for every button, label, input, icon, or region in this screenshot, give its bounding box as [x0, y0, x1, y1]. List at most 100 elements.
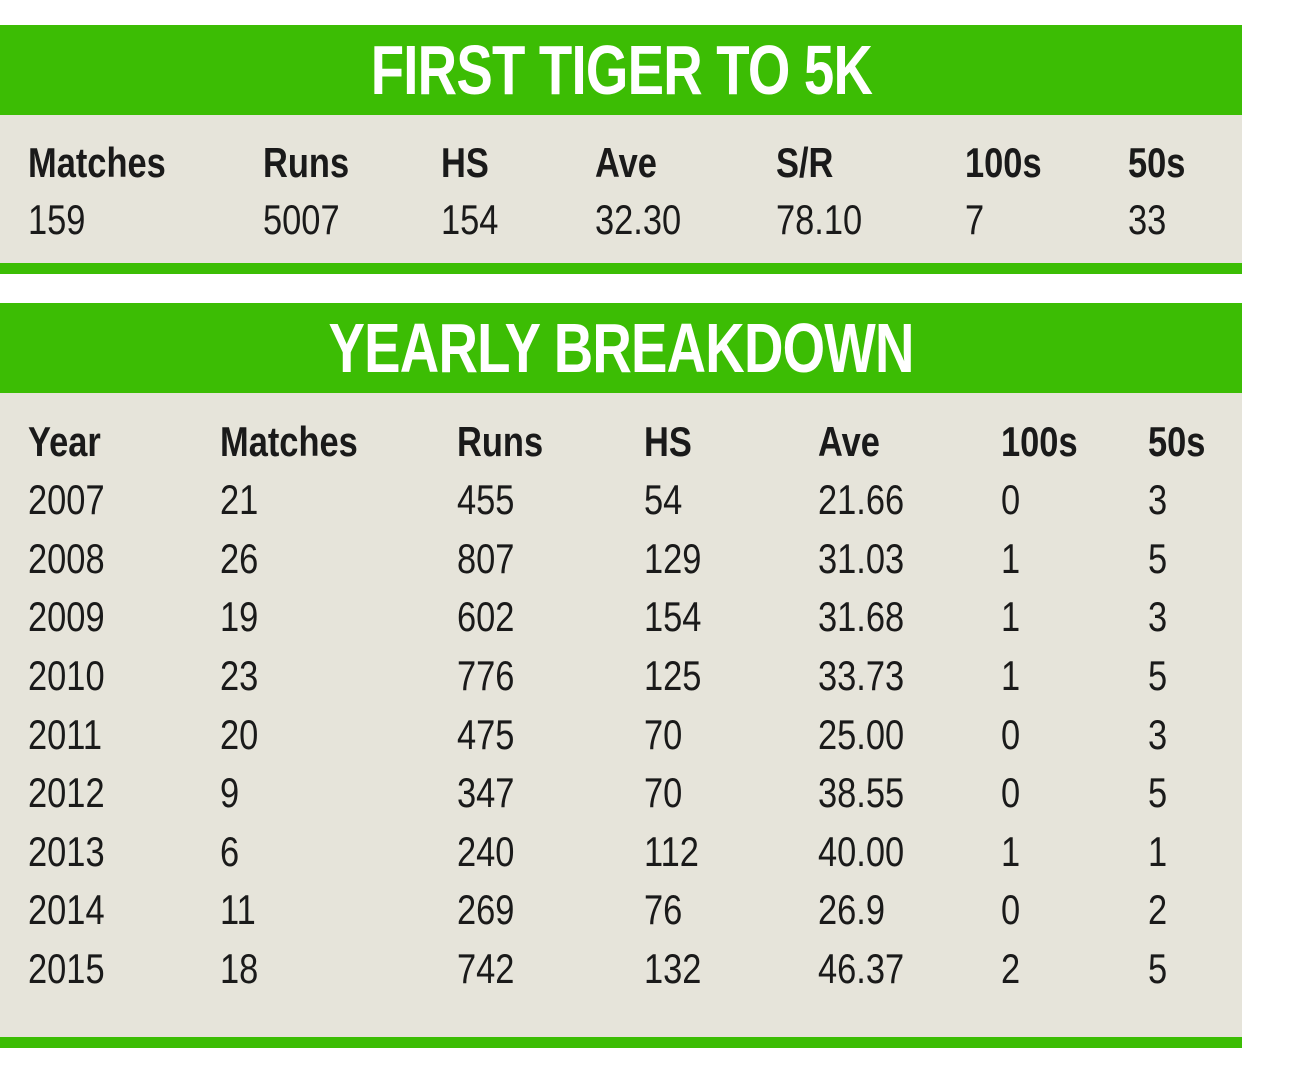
table-cell: 46.37	[818, 945, 905, 993]
table-row: 2009 19 602 154 31.68 1 3	[28, 588, 1228, 647]
table-cell: 269	[457, 886, 515, 934]
table-cell: 455	[457, 476, 515, 524]
table-cell: 347	[457, 769, 515, 817]
value-cell: 32.30	[595, 196, 682, 243]
table-row: 2011 20 475 70 25.00 0 3	[28, 705, 1228, 764]
table-row: 2015 18 742 132 46.37 2 5	[28, 940, 1228, 999]
table-cell: 2013	[28, 827, 105, 875]
yearly-bottom-rule	[0, 1037, 1242, 1048]
yearly-stats-table: Year Matches Runs HS Ave 100s 50s 2007 2…	[28, 413, 1228, 998]
table-cell: 20	[220, 710, 259, 758]
table-cell: 26	[220, 534, 259, 582]
table-cell: 76	[644, 886, 683, 934]
header-cell: Runs	[457, 418, 544, 465]
table-cell: 31.68	[818, 593, 905, 641]
header-cell: 50s	[1128, 139, 1186, 186]
table-cell: 2011	[28, 710, 103, 758]
table-cell: 23	[220, 652, 259, 700]
table-cell: 2007	[28, 476, 105, 524]
table-cell: 776	[457, 652, 515, 700]
table-cell: 742	[457, 945, 515, 993]
value-cell: 7	[965, 196, 985, 243]
table-cell: 2015	[28, 945, 105, 993]
yearly-breakdown-panel: YEARLY BREAKDOWN Year Matches Runs HS Av…	[0, 303, 1242, 1048]
table-row: 2008 26 807 129 31.03 1 5	[28, 530, 1228, 589]
table-row: 2014 11 269 76 26.9 0 2	[28, 881, 1228, 940]
table-cell: 5	[1148, 534, 1168, 582]
table-cell: 38.55	[818, 769, 905, 817]
table-cell: 1	[1001, 652, 1021, 700]
header-cell: HS	[644, 418, 692, 465]
table-cell: 2010	[28, 652, 105, 700]
table-cell: 2008	[28, 534, 105, 582]
table-cell: 5	[1148, 945, 1168, 993]
header-cell: Year	[28, 418, 101, 465]
table-cell: 807	[457, 534, 515, 582]
value-cell: 33	[1128, 196, 1167, 243]
header-cell: 50s	[1148, 418, 1206, 465]
table-cell: 0	[1001, 769, 1021, 817]
table-cell: 125	[644, 652, 702, 700]
value-cell: 159	[28, 196, 86, 243]
table-cell: 1	[1001, 827, 1021, 875]
header-cell: 100s	[965, 139, 1042, 186]
table-cell: 25.00	[818, 710, 905, 758]
table-cell: 3	[1148, 593, 1168, 641]
table-cell: 1	[1001, 593, 1021, 641]
table-cell: 475	[457, 710, 515, 758]
header-cell: Matches	[220, 418, 358, 465]
yearly-title-banner: YEARLY BREAKDOWN	[0, 303, 1242, 393]
table-cell: 602	[457, 593, 515, 641]
summary-value-row: 159 5007 154 32.30 78.10 7 33	[28, 191, 1228, 249]
table-cell: 132	[644, 945, 702, 993]
header-cell: 100s	[1001, 418, 1078, 465]
summary-title: FIRST TIGER TO 5K	[370, 31, 872, 109]
summary-body: Matches Runs HS Ave S/R 100s 50s 159 500…	[0, 115, 1242, 263]
table-cell: 1	[1001, 534, 1021, 582]
table-cell: 70	[644, 710, 683, 758]
table-cell: 0	[1001, 886, 1021, 934]
table-row: 2013 6 240 112 40.00 1 1	[28, 823, 1228, 882]
value-cell: 154	[441, 196, 499, 243]
table-cell: 129	[644, 534, 702, 582]
header-cell: S/R	[776, 139, 834, 186]
table-cell: 3	[1148, 710, 1168, 758]
table-cell: 240	[457, 827, 515, 875]
header-cell: HS	[441, 139, 489, 186]
career-summary-panel: FIRST TIGER TO 5K Matches Runs HS Ave S/…	[0, 25, 1242, 274]
table-cell: 33.73	[818, 652, 905, 700]
table-cell: 0	[1001, 476, 1021, 524]
table-cell: 2014	[28, 886, 105, 934]
table-cell: 154	[644, 593, 702, 641]
table-cell: 21	[220, 476, 259, 524]
table-cell: 40.00	[818, 827, 905, 875]
table-cell: 19	[220, 593, 259, 641]
header-cell: Ave	[595, 139, 657, 186]
header-cell: Runs	[263, 139, 350, 186]
summary-header-row: Matches Runs HS Ave S/R 100s 50s	[28, 135, 1228, 191]
table-row: 2010 23 776 125 33.73 1 5	[28, 647, 1228, 706]
table-cell: 9	[220, 769, 240, 817]
yearly-body: Year Matches Runs HS Ave 100s 50s 2007 2…	[0, 393, 1242, 1037]
table-cell: 0	[1001, 710, 1021, 758]
table-cell: 11	[220, 886, 256, 934]
table-cell: 26.9	[818, 886, 886, 934]
table-cell: 54	[644, 476, 683, 524]
header-cell: Matches	[28, 139, 166, 186]
table-cell: 18	[220, 945, 259, 993]
table-cell: 112	[644, 827, 699, 875]
value-cell: 5007	[263, 196, 340, 243]
table-cell: 2009	[28, 593, 105, 641]
table-cell: 31.03	[818, 534, 905, 582]
table-cell: 70	[644, 769, 683, 817]
table-cell: 21.66	[818, 476, 905, 524]
yearly-header-row: Year Matches Runs HS Ave 100s 50s	[28, 413, 1228, 471]
summary-bottom-rule	[0, 263, 1242, 274]
table-cell: 2012	[28, 769, 105, 817]
table-cell: 2	[1148, 886, 1168, 934]
value-cell: 78.10	[776, 196, 863, 243]
table-cell: 5	[1148, 652, 1168, 700]
yearly-title: YEARLY BREAKDOWN	[328, 309, 914, 387]
summary-title-banner: FIRST TIGER TO 5K	[0, 25, 1242, 115]
header-cell: Ave	[818, 418, 880, 465]
